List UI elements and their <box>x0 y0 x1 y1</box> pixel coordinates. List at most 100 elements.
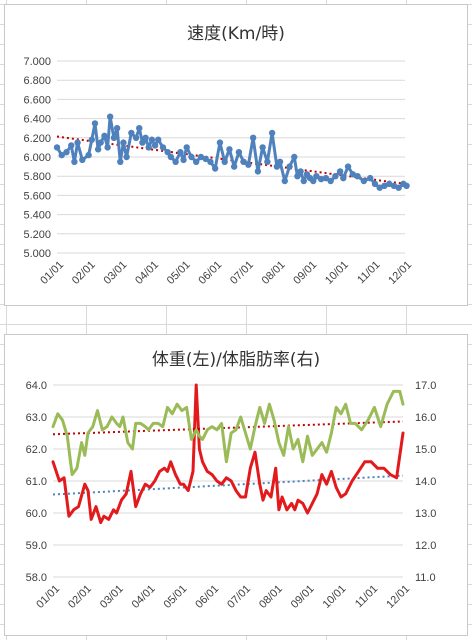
x-tick-label: 04/01 <box>130 583 158 611</box>
data-point <box>221 158 228 165</box>
y-tick-label: 58.0 <box>26 572 47 584</box>
data-point <box>360 177 368 185</box>
data-point <box>395 184 402 191</box>
data-point <box>97 139 104 146</box>
data-point <box>120 139 127 146</box>
y-tick-label: 59.0 <box>26 540 47 552</box>
speed-chart-panel[interactable]: 速度(Km/時) 5.000 5.200 5.400 5.600 5.800 6.000 6… <box>4 4 468 306</box>
data-point <box>235 149 243 156</box>
data-point <box>259 144 266 151</box>
data-point <box>68 142 75 149</box>
data-point <box>249 134 257 141</box>
x-tick-label: 07/01 <box>228 259 256 287</box>
y-right-tick-label: 16.0 <box>415 412 436 424</box>
data-point <box>145 144 152 151</box>
x-tick-label: 02/01 <box>70 259 98 287</box>
x-tick-label: 09/01 <box>291 259 319 287</box>
data-point <box>117 158 124 165</box>
x-tick-label: 03/01 <box>98 583 126 611</box>
data-point <box>101 132 108 140</box>
data-point <box>297 168 304 175</box>
speed-chart: 速度(Km/時) 5.000 5.200 5.400 5.600 5.800 6.000 6… <box>23 24 414 287</box>
data-point <box>94 146 102 153</box>
y-tick-label: 64.0 <box>26 380 47 392</box>
data-point <box>202 155 209 163</box>
y-tick-label: 63.0 <box>26 412 47 424</box>
x-tick-label: 09/01 <box>289 583 317 611</box>
data-point <box>106 113 114 120</box>
data-point <box>148 136 156 143</box>
data-point <box>132 134 140 141</box>
y-tick-label: 5.800 <box>23 171 51 183</box>
data-point <box>63 149 70 156</box>
data-point <box>211 165 219 172</box>
x-tick-label: 03/01 <box>102 259 130 287</box>
data-point <box>300 177 307 185</box>
data-point <box>164 149 171 156</box>
weight-bodyfat-chart: 体重(左)/体脂肪率(右) 58.0 59.0 60.0 61.0 62.0 63.0 64… <box>26 350 437 611</box>
data-point <box>281 177 288 185</box>
y-tick-label: 6.600 <box>23 94 51 106</box>
x-tick-label: 06/01 <box>196 259 224 287</box>
data-point <box>183 144 190 151</box>
data-point <box>58 151 65 159</box>
data-point <box>180 156 187 164</box>
data-point <box>332 173 339 180</box>
x-tick-label: 07/01 <box>225 583 253 611</box>
y-tick-label: 62.0 <box>26 444 47 456</box>
x-tick-label: 12/01 <box>384 583 412 611</box>
data-point <box>155 136 162 143</box>
data-point <box>216 139 224 146</box>
data-point <box>310 177 317 185</box>
y-right-tick-label: 12.0 <box>415 540 436 552</box>
data-point <box>177 149 184 156</box>
x-tick-label: 11/01 <box>355 259 382 286</box>
data-point <box>286 163 293 170</box>
data-point <box>167 153 175 161</box>
y-tick-label: 6.800 <box>23 75 51 87</box>
y-tick-label: 61.0 <box>26 476 47 488</box>
data-point <box>74 139 81 146</box>
x-tick-label: 10/01 <box>321 583 349 611</box>
data-point <box>139 139 146 146</box>
data-point <box>268 129 276 137</box>
data-point <box>317 175 325 183</box>
data-point <box>172 158 179 165</box>
x-tick-label: 05/01 <box>165 259 193 287</box>
data-point <box>371 180 379 188</box>
x-tick-label: 05/01 <box>162 583 190 611</box>
trendline <box>52 420 404 436</box>
y-tick-label: 6.000 <box>23 152 51 164</box>
weight-bodyfat-chart-title: 体重(左)/体脂肪率(右) <box>152 350 320 370</box>
y-tick-label: 5.000 <box>23 248 51 260</box>
data-point <box>151 142 159 149</box>
data-point <box>113 125 121 132</box>
x-tick-label: 04/01 <box>133 259 161 287</box>
data-point <box>322 174 330 182</box>
data-point <box>91 120 99 127</box>
data-point <box>340 174 347 182</box>
speed-chart-title: 速度(Km/時) <box>187 24 285 44</box>
trendline <box>52 474 404 496</box>
data-point <box>294 173 301 180</box>
y-right-tick-label: 15.0 <box>415 444 436 456</box>
x-tick-label: 12/01 <box>386 259 414 287</box>
weight-bodyfat-chart-panel[interactable]: 体重(左)/体脂肪率(右) 58.0 59.0 60.0 61.0 62.0 63.0 64… <box>4 334 468 636</box>
data-point <box>264 158 271 165</box>
data-point <box>327 177 334 185</box>
data-point <box>230 163 238 170</box>
data-point <box>344 163 352 170</box>
x-tick-label: 02/01 <box>66 583 94 611</box>
y-right-tick-label: 17.0 <box>415 380 436 392</box>
data-point <box>240 158 247 165</box>
data-point <box>104 144 111 151</box>
x-tick-label: 06/01 <box>193 583 221 611</box>
data-point <box>79 156 86 164</box>
data-point <box>88 136 96 143</box>
y-tick-label: 6.400 <box>23 114 51 126</box>
data-point <box>207 158 214 165</box>
x-tick-label: 08/01 <box>257 583 285 611</box>
y-tick-label: 5.600 <box>23 190 51 202</box>
data-point <box>123 153 130 161</box>
series-line <box>51 383 405 525</box>
